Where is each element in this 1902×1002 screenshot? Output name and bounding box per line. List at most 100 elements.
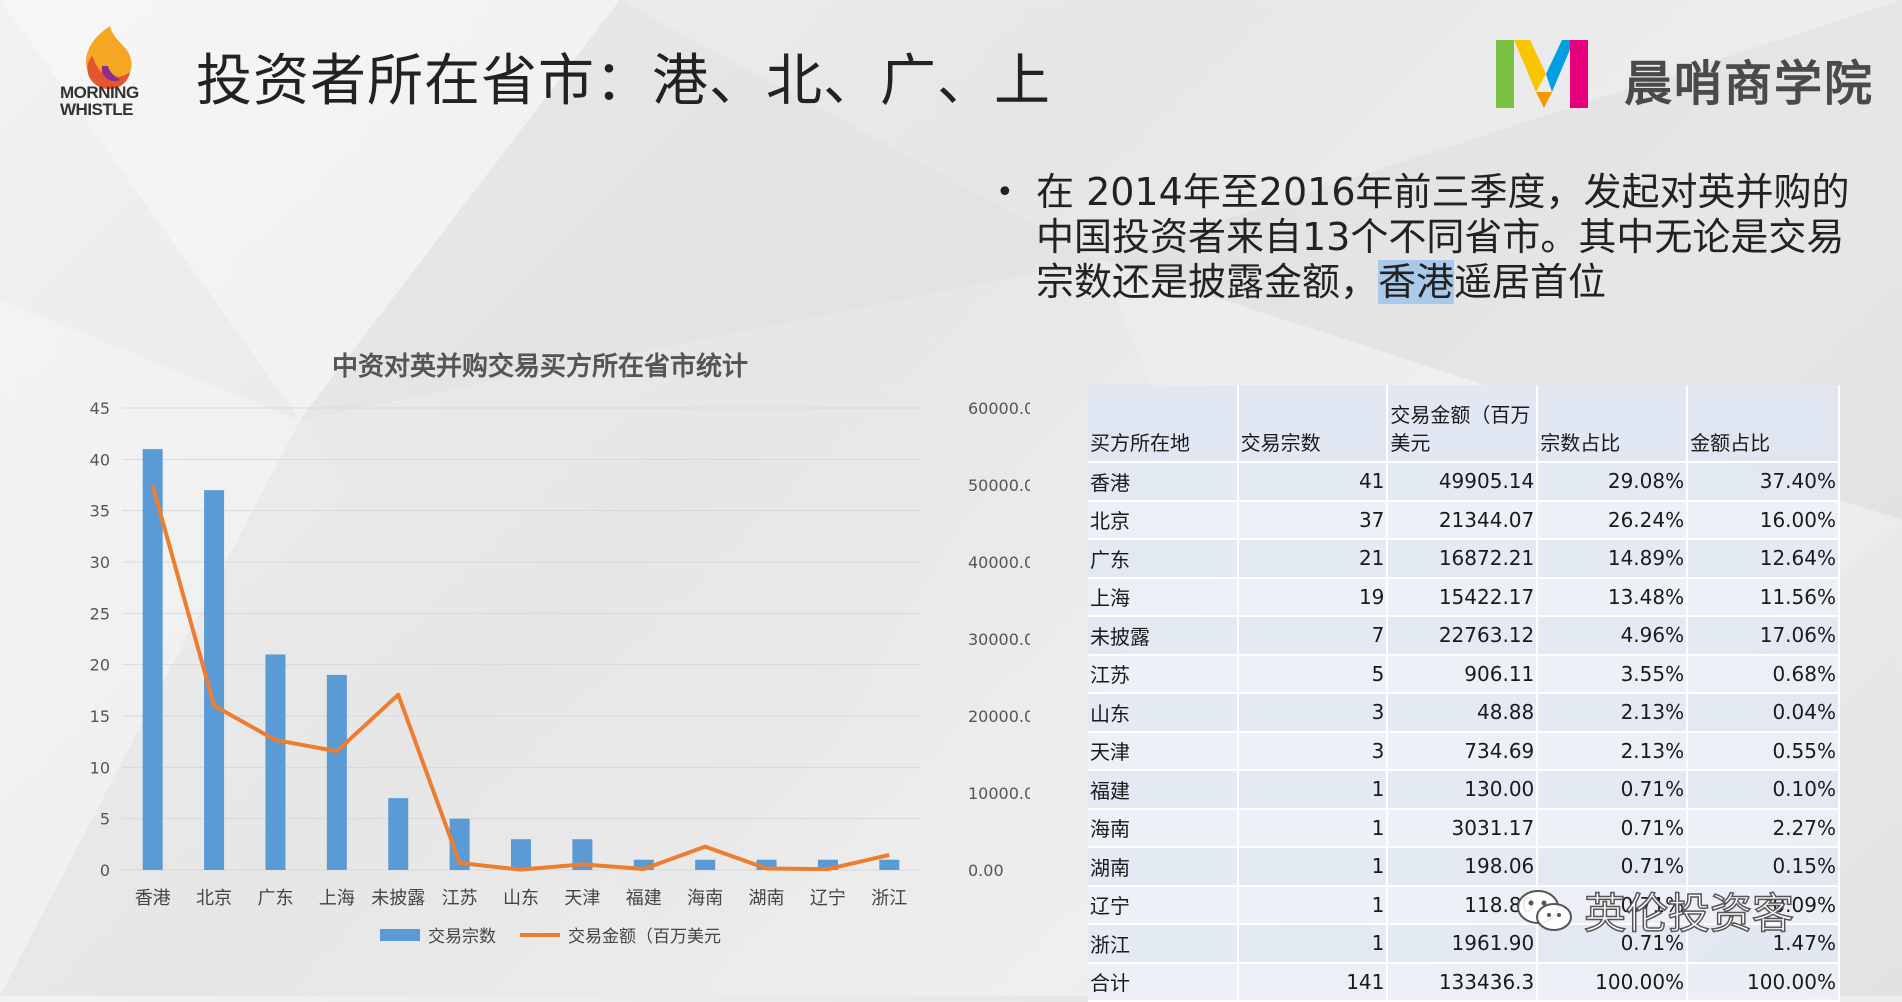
table-cell: 734.69 xyxy=(1387,732,1537,771)
table-cell: 2.13% xyxy=(1537,693,1687,732)
table-cell: 1 xyxy=(1238,924,1388,963)
table-cell: 48.88 xyxy=(1387,693,1537,732)
table-cell: 37.40% xyxy=(1687,462,1839,501)
bar xyxy=(511,839,531,870)
bullet-text: 在 2014年至2016年前三季度，发起对英并购的中国投资者来自13个不同省市。… xyxy=(1036,170,1856,305)
table-cell: 北京 xyxy=(1088,501,1238,540)
legend-label-line: 交易金额（百万美元 xyxy=(568,922,721,947)
morning-whistle-wordmark: MORNING WHISTLE xyxy=(60,84,139,118)
page-title: 投资者所在省市：港、北、广、上 xyxy=(196,36,1051,117)
table-cell: 13.48% xyxy=(1537,578,1687,617)
y-left-tick-label: 10 xyxy=(90,758,110,777)
table-cell: 133436.3 xyxy=(1387,963,1537,1002)
chart-title: 中资对英并购交易买方所在省市统计 xyxy=(260,346,820,383)
bar xyxy=(695,860,715,870)
table-cell: 12.64% xyxy=(1687,539,1839,578)
table-cell: 1 xyxy=(1238,886,1388,925)
chenxiao-m-logo xyxy=(1496,40,1588,108)
table-cell: 天津 xyxy=(1088,732,1238,771)
bar xyxy=(327,675,347,870)
table-cell: 198.06 xyxy=(1387,847,1537,886)
header-amount-share: 金额占比 xyxy=(1687,385,1839,462)
table-cell: 合计 xyxy=(1088,963,1238,1002)
y-right-tick-label: 50000.00 xyxy=(968,476,1030,495)
table-cell: 0.71% xyxy=(1537,809,1687,848)
table-cell: 1 xyxy=(1238,809,1388,848)
table-cell: 14.89% xyxy=(1537,539,1687,578)
x-tick-label: 福建 xyxy=(626,888,662,909)
table-cell: 16872.21 xyxy=(1387,539,1537,578)
y-right-tick-label: 60000.00 xyxy=(968,399,1030,418)
legend-swatch-bar xyxy=(380,929,420,941)
y-right-tick-label: 30000.00 xyxy=(968,630,1030,649)
chart-legend: 交易宗数 交易金额（百万美元 xyxy=(380,922,721,947)
y-left-tick-label: 35 xyxy=(90,502,110,521)
legend-item-bars: 交易宗数 xyxy=(380,922,496,947)
x-tick-label: 江苏 xyxy=(442,888,478,909)
table-cell: 3 xyxy=(1238,693,1388,732)
watermark: 英伦投资客 xyxy=(1516,880,1794,941)
table-cell: 湖南 xyxy=(1088,847,1238,886)
table-cell: 16.00% xyxy=(1687,501,1839,540)
bar xyxy=(879,860,899,870)
legend-item-line: 交易金额（百万美元 xyxy=(520,922,721,947)
table-cell: 3.55% xyxy=(1537,655,1687,694)
bullet-highlight: 香港 xyxy=(1378,260,1454,304)
table-cell: 2.27% xyxy=(1687,809,1839,848)
table-cell: 1 xyxy=(1238,847,1388,886)
table-cell: 辽宁 xyxy=(1088,886,1238,925)
bullet-text-after: 遥居首位 xyxy=(1454,260,1606,304)
table-cell: 5 xyxy=(1238,655,1388,694)
legend-label-bars: 交易宗数 xyxy=(428,922,496,947)
y-left-tick-label: 40 xyxy=(90,450,110,469)
y-right-tick-label: 40000.00 xyxy=(968,553,1030,572)
table-cell: 香港 xyxy=(1088,462,1238,501)
y-left-tick-label: 25 xyxy=(90,604,110,623)
y-left-tick-label: 5 xyxy=(100,810,110,829)
bar xyxy=(265,654,285,870)
table-cell: 15422.17 xyxy=(1387,578,1537,617)
table-cell: 37 xyxy=(1238,501,1388,540)
x-tick-label: 山东 xyxy=(503,888,539,909)
table-header-row: 买方所在地 交易宗数 交易金额（百万美元 宗数占比 金额占比 xyxy=(1088,385,1839,462)
table-cell: 浙江 xyxy=(1088,924,1238,963)
bullet-point: • 在 2014年至2016年前三季度，发起对英并购的中国投资者来自13个不同省… xyxy=(996,170,1856,305)
x-tick-label: 北京 xyxy=(196,888,232,909)
bullet-dot-icon: • xyxy=(996,170,1014,215)
wechat-icon xyxy=(1516,887,1574,935)
table-cell: 0.55% xyxy=(1687,732,1839,771)
y-right-tick-label: 20000.00 xyxy=(968,707,1030,726)
table-cell: 未披露 xyxy=(1088,616,1238,655)
table-cell: 22763.12 xyxy=(1387,616,1537,655)
brand-line2: WHISTLE xyxy=(60,100,133,119)
line-series-amount xyxy=(153,486,890,870)
y-right-tick-label: 0.00 xyxy=(968,861,1004,880)
table-cell: 广东 xyxy=(1088,539,1238,578)
y-left-tick-label: 30 xyxy=(90,553,110,572)
table-cell: 0.10% xyxy=(1687,770,1839,809)
chenxiao-brand-name: 晨哨商学院 xyxy=(1624,44,1874,114)
table-cell: 21344.07 xyxy=(1387,501,1537,540)
table-cell: 3 xyxy=(1238,732,1388,771)
table-cell: 26.24% xyxy=(1537,501,1687,540)
legend-swatch-line xyxy=(520,933,560,937)
table-cell: 2.13% xyxy=(1537,732,1687,771)
header-location: 买方所在地 xyxy=(1088,385,1238,462)
watermark-text: 英伦投资客 xyxy=(1584,880,1794,941)
table-cell: 江苏 xyxy=(1088,655,1238,694)
table-cell: 17.06% xyxy=(1687,616,1839,655)
y-right-tick-label: 10000.00 xyxy=(968,784,1030,803)
table-cell: 福建 xyxy=(1088,770,1238,809)
table-cell: 141 xyxy=(1238,963,1388,1002)
table-cell: 19 xyxy=(1238,578,1388,617)
y-left-tick-label: 20 xyxy=(90,656,110,675)
table-cell: 0.04% xyxy=(1687,693,1839,732)
table-cell: 21 xyxy=(1238,539,1388,578)
